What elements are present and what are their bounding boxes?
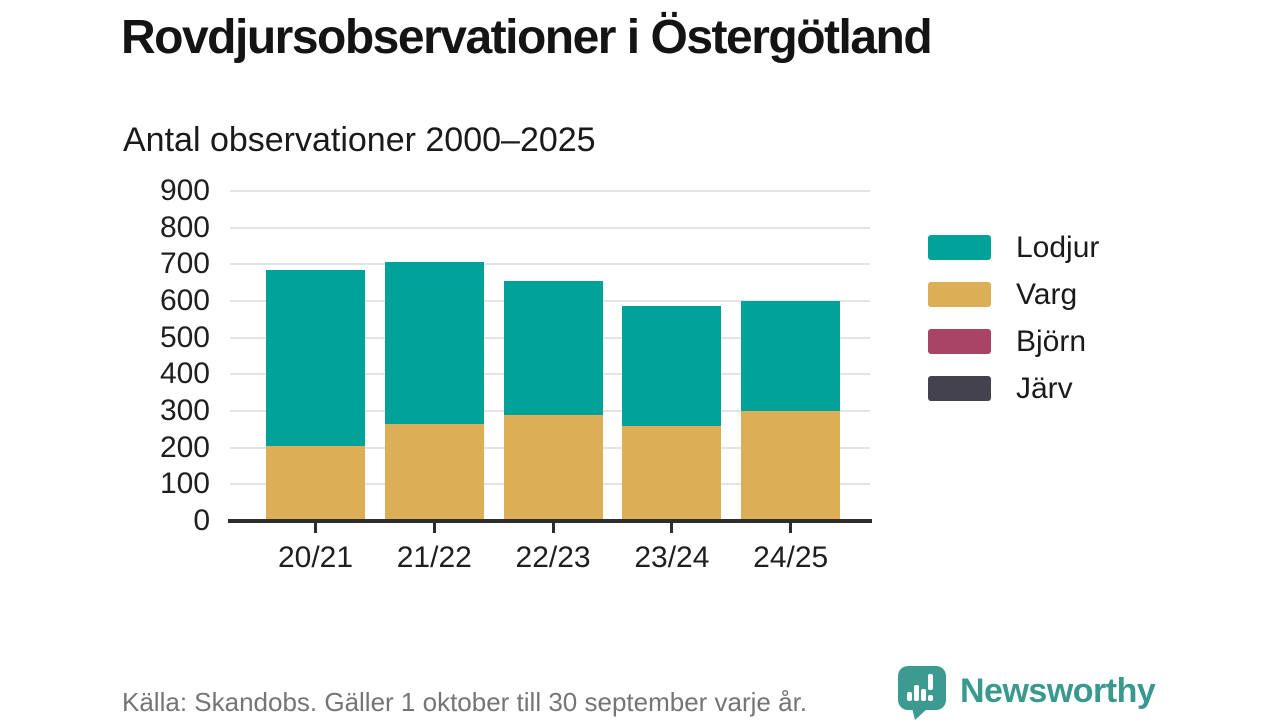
x-axis-label: 24/25 [753, 541, 829, 574]
legend-item-lodjur: Lodjur [928, 224, 1099, 271]
gridline [230, 226, 870, 229]
bar-segment-varg [622, 425, 722, 519]
legend: Lodjur Varg Björn Järv [928, 224, 1099, 412]
bar-segment-varg [384, 423, 484, 519]
x-axis-label: 23/24 [634, 541, 710, 574]
legend-swatch [928, 235, 991, 260]
y-axis-label: 600 [159, 284, 210, 317]
x-axis-tick [789, 523, 793, 533]
bar-20-21 [266, 269, 365, 519]
y-axis-label: 200 [159, 430, 210, 464]
y-axis-label: 300 [159, 394, 210, 427]
bar-21-22 [384, 262, 484, 519]
legend-item-järv: Järv [928, 365, 1099, 412]
bar-22-23 [503, 280, 603, 519]
newsworthy-logo[interactable]: Newsworthy [898, 666, 1156, 720]
legend-swatch [928, 282, 991, 307]
gridline [230, 190, 870, 192]
x-axis-line [228, 519, 872, 523]
bar-segment-lodjur [266, 269, 365, 446]
legend-swatch [928, 329, 991, 354]
x-axis-tick [670, 523, 674, 533]
bar-24-25 [741, 300, 841, 519]
x-axis-label: 20/21 [277, 541, 354, 574]
legend-label: Björn [1016, 324, 1087, 358]
x-axis-label: 22/23 [515, 541, 591, 574]
bar-segment-varg [266, 445, 365, 519]
y-axis-label: 0 [193, 504, 210, 537]
bar-chart-speech-bubble-icon [898, 666, 948, 720]
legend-item-björn: Björn [928, 318, 1099, 365]
bar-segment-lodjur [384, 262, 484, 424]
x-axis-tick [314, 523, 317, 533]
bar-23-24 [622, 306, 722, 519]
x-axis-tick [432, 523, 436, 533]
y-axis-label: 800 [159, 210, 210, 244]
bar-segment-varg [741, 410, 841, 519]
bar-segment-varg [503, 414, 603, 519]
y-axis: 0 100 200 300 400 500 600 700 800 900 [110, 174, 210, 537]
page-title: Rovdjursobservationer i Östergötland [121, 11, 933, 64]
gridline [230, 263, 870, 266]
source-note: Källa: Skandobs. Gäller 1 oktober till 3… [122, 687, 808, 717]
y-axis-label: 100 [159, 467, 210, 501]
x-axis-label: 21/22 [396, 541, 472, 574]
legend-item-varg: Varg [928, 271, 1099, 318]
legend-label: Varg [1016, 277, 1078, 311]
y-axis-label: 700 [159, 247, 210, 281]
y-axis-label: 500 [159, 320, 210, 354]
bar-segment-lodjur [622, 306, 722, 426]
legend-label: Lodjur [1016, 230, 1100, 264]
newsworthy-wordmark: Newsworthy [960, 672, 1156, 710]
y-axis-label: 400 [159, 357, 210, 391]
plot-area: 20/21 21/22 22/23 23/24 24/25 [228, 190, 872, 574]
bar-segment-lodjur [503, 280, 603, 415]
bar-segment-lodjur [741, 300, 841, 411]
legend-swatch [928, 376, 991, 401]
legend-label: Järv [1016, 371, 1073, 405]
x-axis-tick [551, 523, 555, 533]
chart-subtitle: Antal observationer 2000–2025 [123, 121, 596, 159]
y-axis-label: 900 [159, 174, 210, 207]
